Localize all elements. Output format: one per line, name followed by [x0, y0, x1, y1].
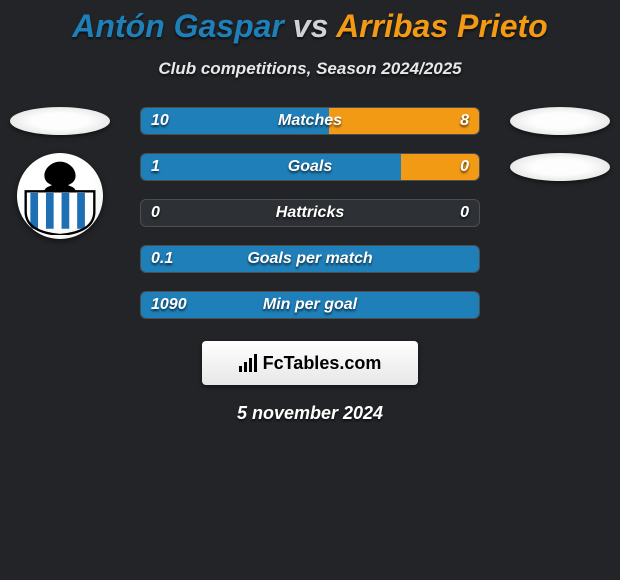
comparison-title: Antón Gaspar vs Arribas Prieto: [0, 0, 620, 45]
stats-area: 10 Matches 8 1 Goals 0 0 Hattricks 0 0.1 Goals per…: [0, 107, 620, 319]
stat-fill-player2: [329, 108, 479, 134]
stat-row: 1 Goals 0: [140, 153, 480, 181]
stat-row: 10 Matches 8: [140, 107, 480, 135]
snapshot-date: 5 november 2024: [0, 403, 620, 424]
stat-value-player2: 0: [460, 158, 469, 176]
brand-bar: [239, 366, 242, 372]
stat-row: 1090 Min per goal: [140, 291, 480, 319]
right-club-column: [510, 107, 610, 181]
brand-bar: [249, 358, 252, 372]
stat-value-player2: 0: [460, 204, 469, 222]
stat-label: Min per goal: [263, 296, 357, 314]
club-ellipse-placeholder: [510, 107, 610, 135]
player1-name: Antón Gaspar: [72, 8, 284, 44]
stat-fill-player1: [141, 154, 401, 180]
stat-value-player1: 0.1: [151, 250, 173, 268]
brand-bar: [244, 362, 247, 372]
stat-value-player1: 10: [151, 112, 169, 130]
stat-value-player2: 8: [460, 112, 469, 130]
club-ellipse-placeholder: [510, 153, 610, 181]
club-ellipse-placeholder: [10, 107, 110, 135]
left-club-column: [10, 107, 110, 239]
brand-bar: [254, 354, 257, 372]
stat-label: Matches: [278, 112, 342, 130]
alcoyano-crest-svg: [21, 157, 99, 235]
subtitle: Club competitions, Season 2024/2025: [0, 59, 620, 79]
stat-value-player1: 1: [151, 158, 160, 176]
brand-bars-icon: [239, 354, 257, 372]
stat-label: Goals per match: [247, 250, 372, 268]
alcoyano-crest: [17, 153, 103, 239]
stat-row: 0 Hattricks 0: [140, 199, 480, 227]
title-vs: vs: [293, 8, 329, 44]
stat-label: Hattricks: [276, 204, 344, 222]
brand-text: FcTables.com: [263, 353, 382, 374]
brand-plate: FcTables.com: [202, 341, 418, 385]
stat-value-player1: 1090: [151, 296, 187, 314]
stat-row: 0.1 Goals per match: [140, 245, 480, 273]
stat-label: Goals: [288, 158, 332, 176]
stat-value-player1: 0: [151, 204, 160, 222]
stat-rows: 10 Matches 8 1 Goals 0 0 Hattricks 0 0.1 Goals per…: [140, 107, 480, 319]
player2-name: Arribas Prieto: [336, 8, 548, 44]
